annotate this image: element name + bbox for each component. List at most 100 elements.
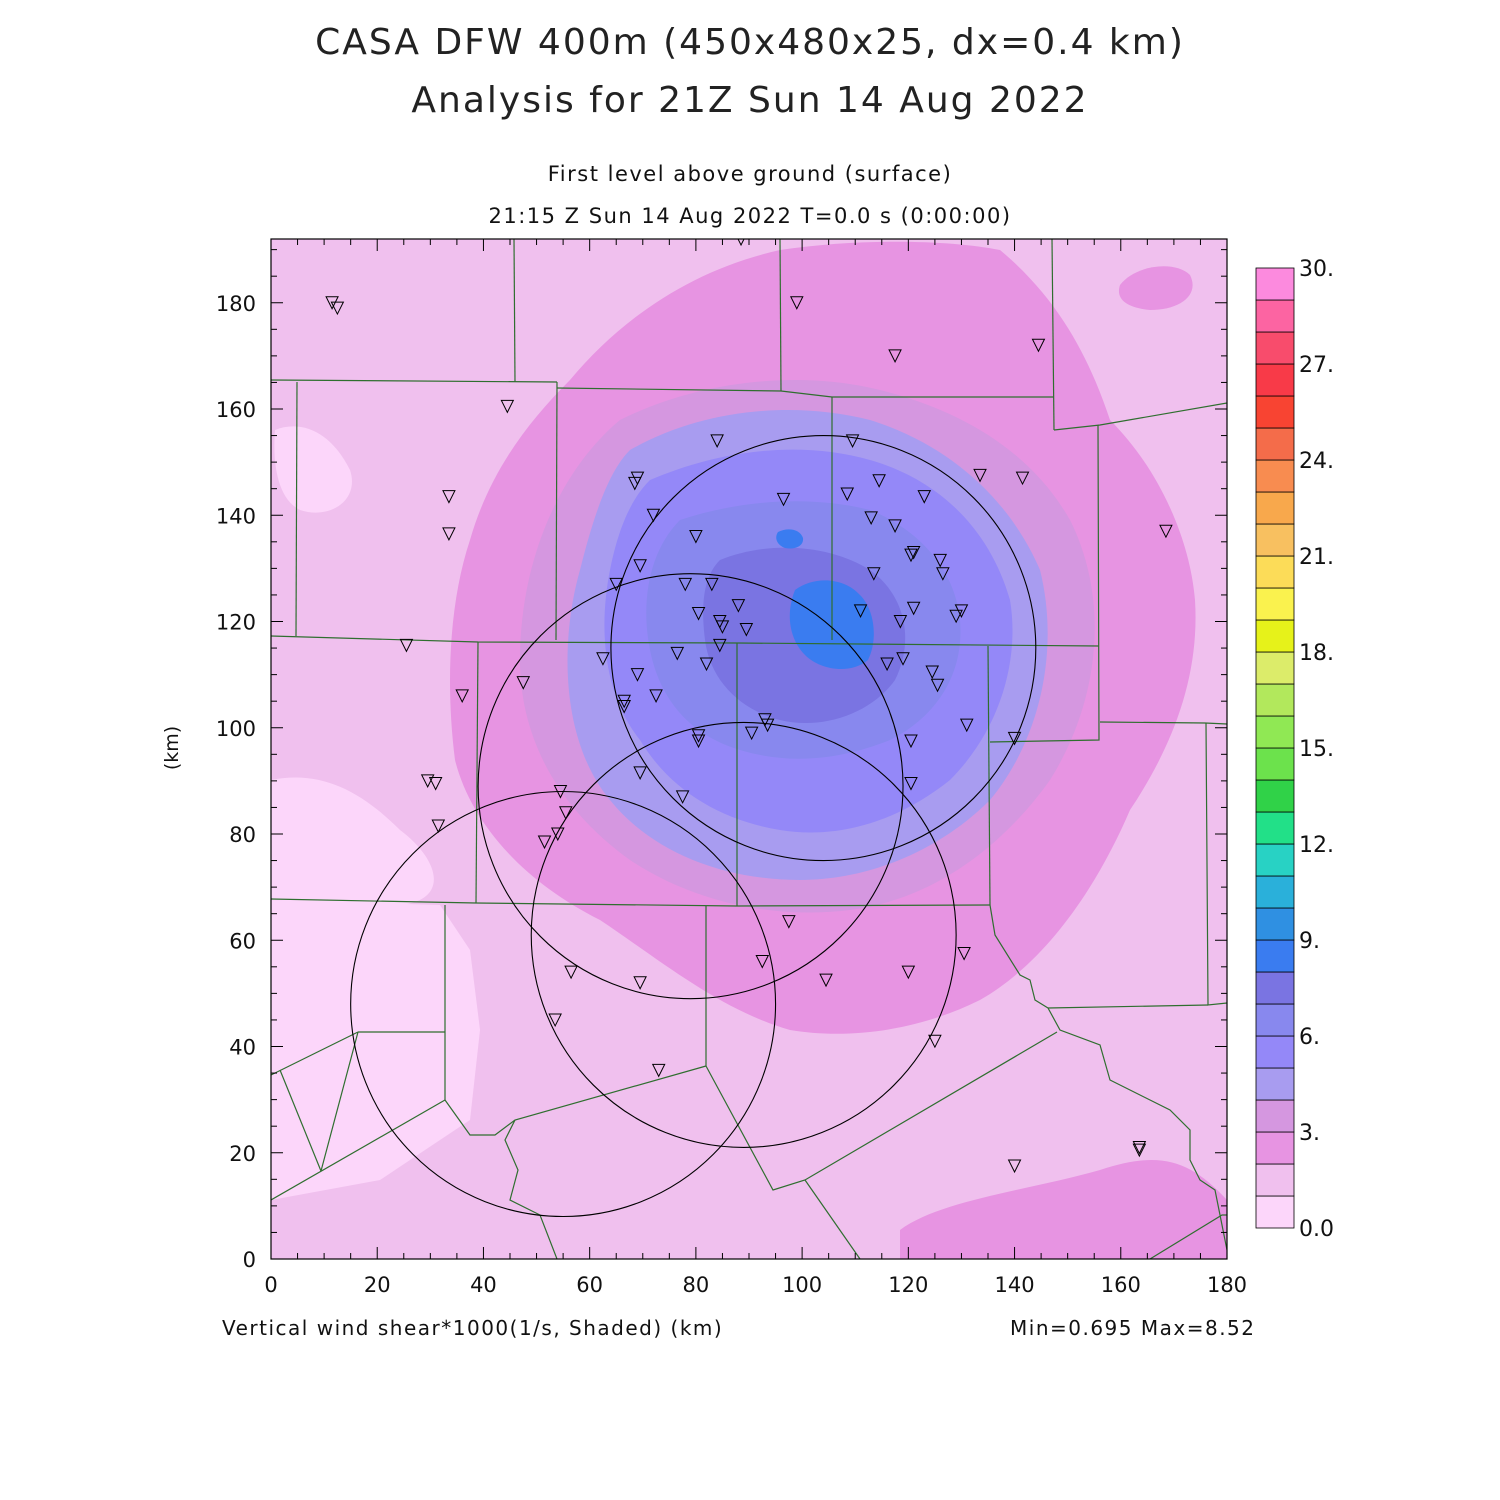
- county-line: [989, 904, 1049, 1009]
- station-marker: [596, 652, 610, 666]
- county-line: [295, 381, 298, 637]
- station-marker: [537, 835, 552, 850]
- x-tick-labels: 0 20 40 60 80 100 120 140 160 180: [264, 1273, 1247, 1297]
- colorbar-swatch: [1255, 523, 1295, 557]
- x-tick-label: 120: [888, 1273, 928, 1297]
- colorbar-label: 24.: [1299, 449, 1334, 474]
- colorbar-label: 9.: [1299, 929, 1320, 954]
- colorbar-swatch: [1255, 1195, 1295, 1229]
- station-markers: [325, 239, 1173, 1174]
- station-marker: [399, 638, 414, 653]
- colorbar-swatch: [1255, 715, 1295, 749]
- station-marker: [959, 718, 974, 733]
- county-line: [989, 424, 1100, 743]
- colorbar-swatch: [1255, 299, 1295, 333]
- station-marker: [651, 1063, 666, 1078]
- colorbar-swatch: [1255, 587, 1295, 621]
- radar-ring-2: [477, 573, 904, 1000]
- station-marker: [744, 726, 759, 741]
- county-line: [804, 1179, 861, 1259]
- station-marker: [420, 774, 435, 788]
- colorbar-swatch: [1255, 1099, 1295, 1133]
- station-marker: [731, 599, 746, 613]
- county-line: [271, 898, 991, 907]
- colorbar-swatch: [1255, 779, 1295, 813]
- county-line: [475, 641, 479, 904]
- shade-level-0-west2: [271, 777, 434, 905]
- colorbar-swatch: [1255, 1003, 1295, 1037]
- county-line: [444, 1065, 707, 1136]
- colorbar-label: 3.: [1299, 1121, 1320, 1146]
- y-tick-label: 120: [216, 611, 256, 635]
- y-axis-label: (km): [161, 726, 183, 770]
- station-marker: [553, 785, 568, 799]
- station-marker: [330, 301, 345, 316]
- station-marker: [1007, 731, 1022, 746]
- colorbar-swatch: [1255, 875, 1295, 909]
- station-marker: [880, 657, 894, 672]
- colorbar-swatch: [1255, 811, 1295, 845]
- station-marker: [906, 545, 921, 560]
- station-marker: [678, 577, 693, 592]
- station-marker: [675, 790, 690, 804]
- station-marker: [455, 689, 470, 703]
- level-subtitle: First level above ground (surface): [547, 162, 953, 186]
- station-marker: [500, 399, 515, 414]
- y-tick-label: 80: [229, 823, 256, 847]
- x-tick-label: 80: [683, 1273, 710, 1297]
- station-marker: [867, 567, 881, 581]
- radar-ring-1: [610, 435, 1037, 862]
- time-subtitle: 21:15 Z Sun 14 Aug 2022 T=0.0 s (0:00:00…: [488, 204, 1012, 228]
- station-marker: [864, 511, 878, 526]
- station-marker: [782, 915, 796, 929]
- station-marker: [760, 718, 775, 733]
- station-marker: [705, 577, 719, 592]
- station-marker: [819, 973, 833, 988]
- county-line: [1099, 721, 1227, 725]
- station-marker: [712, 638, 727, 653]
- station-marker: [755, 955, 770, 969]
- station-marker: [901, 965, 916, 980]
- station-marker: [431, 819, 446, 834]
- station-marker: [917, 490, 932, 504]
- station-marker: [630, 668, 645, 682]
- colorbar-label: 21.: [1299, 545, 1334, 570]
- county-line: [1053, 402, 1227, 431]
- x-tick-label: 0: [264, 1273, 277, 1297]
- colorbar-swatch: [1255, 491, 1295, 525]
- county-line: [513, 239, 516, 383]
- radar-rings: [350, 435, 1037, 1218]
- colorbar-swatch: [1255, 1163, 1295, 1197]
- y-tick-label: 140: [216, 504, 256, 528]
- x-tick-label: 60: [576, 1273, 603, 1297]
- county-line: [279, 1069, 322, 1172]
- chart-title-line1: CASA DFW 400m (450x480x25, dx=0.4 km): [315, 22, 1185, 63]
- county-line: [779, 239, 782, 392]
- county-line: [1047, 1007, 1227, 1251]
- colorbar-swatch: [1255, 747, 1295, 781]
- colorbar-label: 0.0: [1299, 1217, 1334, 1242]
- field-label: Vertical wind shear*1000(1/s, Shaded) (k…: [222, 1316, 724, 1340]
- colorbar-swatch: [1255, 555, 1295, 589]
- station-marker: [609, 577, 624, 592]
- station-marker: [691, 729, 706, 743]
- y-tick-label: 180: [216, 292, 256, 316]
- shade-level-2-se: [900, 1160, 1227, 1259]
- y-tick-label: 100: [216, 717, 256, 741]
- station-marker: [904, 777, 918, 791]
- county-line: [1149, 1214, 1227, 1259]
- x-tick-label: 140: [995, 1273, 1035, 1297]
- station-marker: [954, 604, 969, 618]
- colorbar-swatch: [1255, 267, 1295, 301]
- colorbar-swatch: [1255, 331, 1295, 365]
- y-tick-label: 40: [229, 1036, 256, 1060]
- shear-field: [271, 239, 1227, 1259]
- shade-level-2-ne: [1118, 266, 1193, 310]
- colorbar-swatch: [1255, 395, 1295, 429]
- station-marker: [1015, 471, 1030, 486]
- county-line: [705, 1031, 1058, 1191]
- colorbar-swatch: [1255, 1035, 1295, 1069]
- station-marker: [715, 620, 730, 634]
- station-marker: [973, 468, 987, 483]
- colorbar-swatch: [1255, 971, 1295, 1005]
